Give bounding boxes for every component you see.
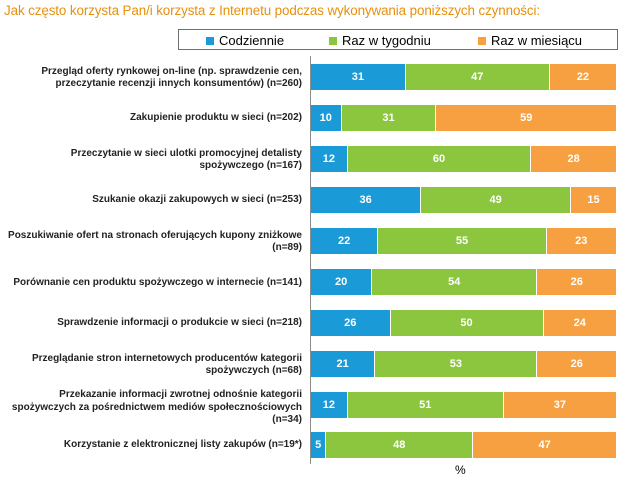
bar-value-label: 55 [455,235,469,247]
bar-value-label: 21 [336,358,349,370]
legend-swatch-raz-w-miesiacu [478,36,486,45]
bar-segment: 5 [311,432,327,458]
y-axis-line [310,56,311,464]
bar-segment: 36 [311,187,422,213]
bar-value-label: 5 [315,439,322,451]
bar-value-label: 23 [575,235,588,247]
bar-value-label: 47 [538,439,551,451]
bar-value-label: 31 [382,112,395,124]
bar-value-label: 49 [489,194,502,206]
bar-segment: 47 [405,64,550,90]
bar-value-label: 60 [432,153,446,165]
bar-segment: 20 [311,269,373,295]
bar-value-label: 54 [448,276,461,288]
chart-title: Jak często korzysta Pan/i korzysta z Int… [4,3,540,18]
bar-segment: 59 [436,105,617,131]
bar-value-label: 22 [576,71,589,83]
bar-value-label: 26 [570,276,583,288]
bar-segment: 26 [311,310,391,336]
bar-value-label: 50 [460,317,473,329]
bar-value-label: 20 [334,276,348,288]
bar-segment: 53 [375,351,538,377]
bar-segment: 12 [311,392,348,418]
bar-value-label: 48 [393,439,406,451]
category-label: Szukanie okazji zakupowych w sieci (n=25… [92,193,302,205]
bar-value-label: 12 [322,399,335,411]
bar-segment: 48 [326,432,474,458]
bar-segment: 60 [347,146,532,172]
bar-segment: 31 [341,105,437,131]
legend-swatch-raz-w-tygodniu [329,36,337,45]
bar-value-label: 31 [351,71,365,83]
bar-segment: 54 [372,269,538,295]
bar-value-label: 26 [570,358,583,370]
bar-segment: 12 [311,146,348,172]
bar-segment: 24 [543,310,617,336]
category-label: Porównanie cen produktu spożywczego w in… [13,276,302,288]
bar-segment: 26 [537,351,617,377]
bar-value-label: 37 [553,399,566,411]
bar-segment: 55 [378,228,547,254]
legend-label-raz-w-tygodniu: Raz w tygodniu [342,33,431,48]
category-label: Przegląd oferty rynkowej on-line (np. sp… [41,65,302,90]
category-label: Przeglądanie stron internetowych produce… [31,352,302,377]
bar-segment: 49 [421,187,572,213]
category-label: Zakupienie produktu w sieci (n=202) [130,111,302,123]
category-label: Przekazanie informacji zwrotnej odnośnie… [11,389,302,426]
bar-value-label: 26 [344,317,357,329]
bar-value-label: 28 [567,153,580,165]
bar-segment: 28 [531,146,617,172]
bar-value-label: 22 [338,235,351,247]
bar-segment: 23 [546,228,617,254]
legend-label-raz-w-miesiacu: Raz w miesiącu [491,33,583,48]
category-label: Sprawdzenie informacji o produkcie w sie… [57,316,302,328]
bar-value-label: 15 [587,194,600,206]
category-label: Przeczytanie w sieci ulotki promocyjnej … [70,147,302,172]
bar-value-label: 47 [471,71,484,83]
legend-item-raz-w-miesiacu: Raz w miesiącu [478,33,582,48]
bar-value-label: 10 [319,112,332,124]
bar-value-label: 24 [573,317,586,329]
category-label: Poszukiwanie ofert na stronach oferujący… [8,229,302,254]
bar-value-label: 12 [322,153,335,165]
bar-segment: 50 [390,310,544,336]
bar-value-label: 36 [359,194,372,206]
legend-swatch-codziennie [206,36,214,45]
bar-segment: 10 [311,105,342,131]
bar-segment: 22 [549,64,617,90]
bar-segment: 31 [311,64,406,90]
legend-item-codziennie: Codziennie [206,33,284,48]
bar-value-label: 59 [520,112,533,124]
bar-segment: 47 [473,432,617,458]
bar-segment: 37 [503,392,617,418]
legend-label-codziennie: Codziennie [219,33,285,48]
bar-segment: 51 [347,392,504,418]
bar-segment: 26 [537,269,617,295]
bar-segment: 22 [311,228,379,254]
bar-value-label: 51 [419,399,432,411]
bar-segment: 15 [571,187,617,213]
bar-value-label: 53 [449,358,462,370]
x-axis-label: % [455,463,466,477]
legend-item-raz-w-tygodniu: Raz w tygodniu [329,33,431,48]
category-label: Korzystanie z elektronicznej listy zakup… [63,438,302,450]
chart-legend: Codziennie Raz w tygodniu Raz w miesiącu [178,29,618,50]
bar-segment: 21 [311,351,376,377]
